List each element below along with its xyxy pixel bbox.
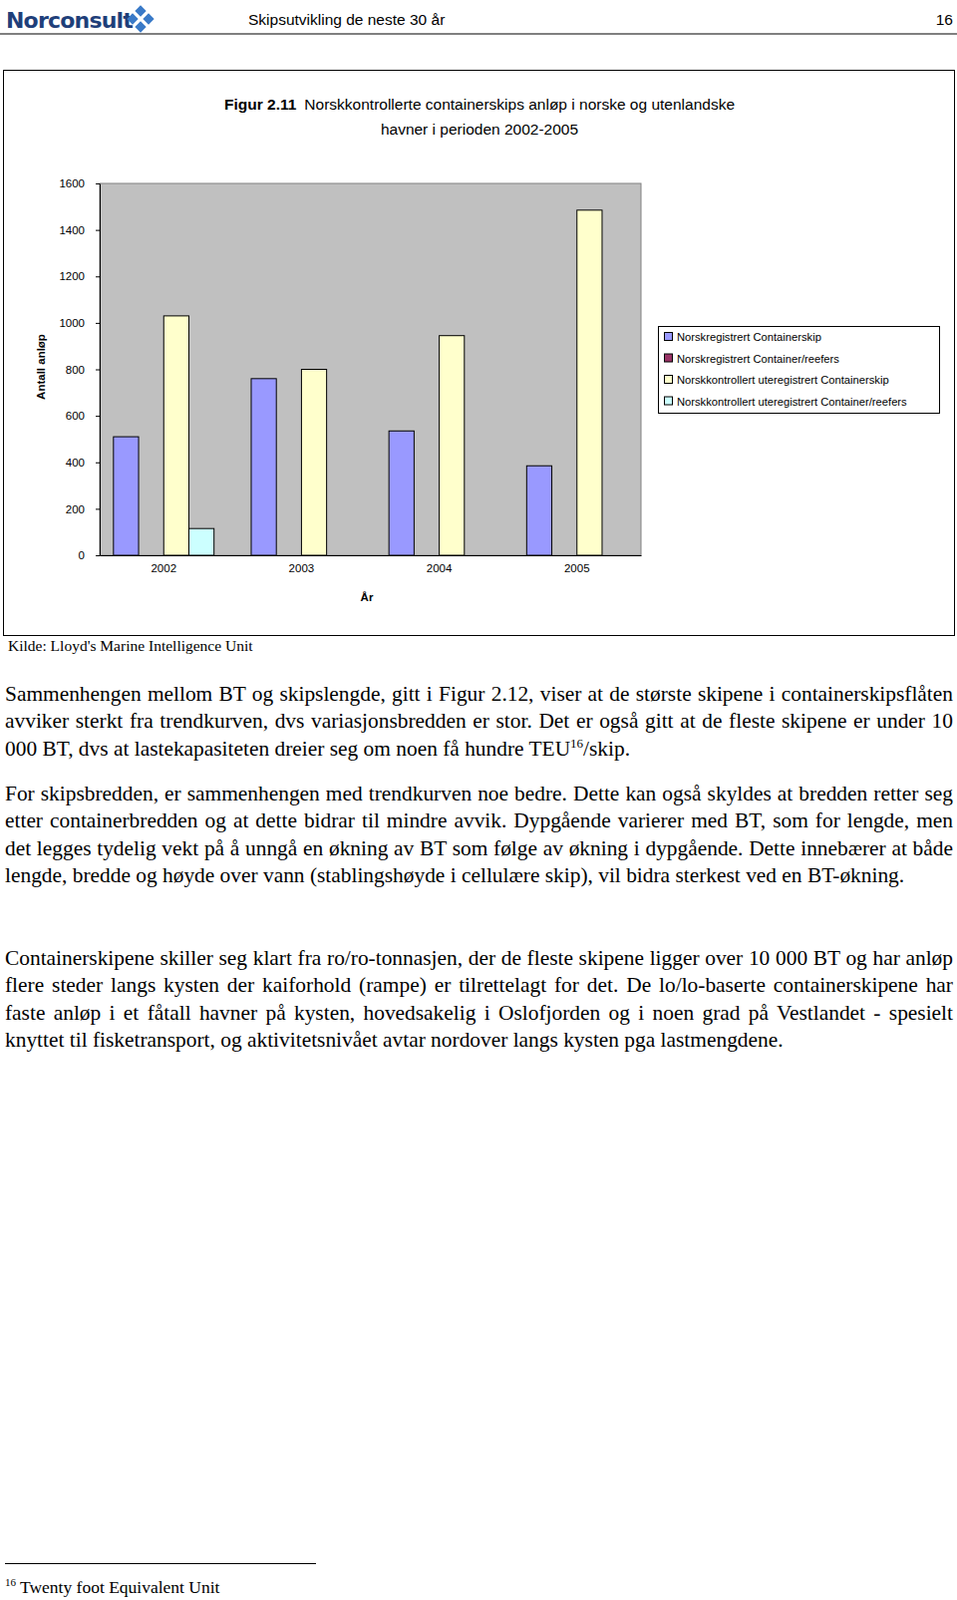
- footnote-ref: 16: [570, 734, 584, 750]
- bar: [388, 430, 414, 556]
- bar: [577, 210, 603, 556]
- logo-diamond: [142, 12, 154, 24]
- y-tick-mark: [95, 369, 100, 371]
- y-tick-mark: [95, 555, 100, 557]
- y-tick-mark: [95, 183, 100, 185]
- paragraph: Containerskipene skiller seg klart fra r…: [4, 945, 954, 1054]
- x-tick-label: 2004: [426, 562, 453, 575]
- bar: [439, 335, 465, 556]
- y-tick-mark: [95, 276, 100, 278]
- bar: [113, 436, 139, 556]
- y-tick-mark: [95, 415, 100, 417]
- y-tick-mark: [95, 462, 100, 464]
- figure-label: Figur 2.11: [224, 95, 298, 113]
- legend-label: Norskregistrert Containerskip: [676, 330, 822, 343]
- y-tick-label: 400: [65, 456, 85, 469]
- y-tick: 200: [65, 503, 100, 516]
- chart-title: Figur 2.11 Norskkontrollerte containerski…: [224, 95, 735, 113]
- paragraph-text: For skipsbredden, er sammenhengen med tr…: [4, 781, 954, 888]
- paragraph: For skipsbredden, er sammenhengen med tr…: [4, 780, 954, 890]
- y-tick-label: 0: [78, 549, 85, 562]
- logo-diamond: [126, 12, 138, 24]
- paragraph-text: Containerskipene skiller seg klart fra r…: [4, 946, 954, 1052]
- y-tick: 600: [65, 409, 100, 422]
- x-tick-label: 2002: [150, 562, 177, 575]
- y-tick: 1600: [58, 177, 100, 190]
- y-tick: 800: [65, 363, 100, 376]
- legend-swatch: [664, 353, 673, 362]
- bar: [188, 528, 214, 556]
- bar: [251, 378, 277, 556]
- y-tick-mark: [95, 230, 100, 232]
- x-tick-label: 2003: [289, 562, 316, 575]
- y-tick-label: 1600: [58, 177, 85, 190]
- logo: Norconsult: [5, 7, 134, 33]
- header-title: Skipsutvikling de neste 30 år: [248, 10, 445, 28]
- y-tick-label: 600: [65, 409, 85, 422]
- logo-diamond: [134, 4, 146, 16]
- legend: Norskregistrert Containerskip Norskregist…: [658, 326, 941, 414]
- x-tick: 2003: [289, 555, 316, 575]
- bar: [163, 316, 189, 556]
- paragraph-text: Sammenhengen mellom BT og skipslengde, g…: [4, 681, 954, 761]
- y-axis-title: Antall anløp: [34, 333, 47, 400]
- y-tick-mark: [95, 322, 100, 324]
- y-tick: 1200: [58, 270, 100, 283]
- footnote-rule: [4, 1563, 317, 1565]
- y-tick: 0: [78, 549, 100, 562]
- legend-box: [658, 326, 941, 414]
- x-tick-label: 2005: [564, 562, 591, 575]
- paragraph-text: /skip.: [583, 736, 631, 761]
- legend-swatch: [664, 332, 673, 341]
- x-tick: 2004: [426, 555, 453, 575]
- header-rule: [0, 33, 957, 35]
- plot-area: [99, 183, 641, 556]
- legend-label: Norskregistrert Container/reefers: [676, 352, 840, 365]
- x-tick: 2005: [564, 555, 591, 575]
- y-tick-label: 1400: [58, 224, 85, 237]
- logo-icon: [126, 4, 154, 32]
- x-axis-line: [100, 555, 642, 557]
- chart-title-line: Norskkontrollerte containerskips anløp i…: [304, 95, 735, 113]
- bar: [526, 465, 552, 556]
- y-tick: 1400: [58, 224, 100, 237]
- y-tick-label: 800: [65, 363, 85, 376]
- footnote: 16Twenty foot Equivalent Unit: [4, 1576, 221, 1597]
- x-axis-title: År: [360, 591, 374, 604]
- y-tick-label: 1000: [58, 317, 85, 329]
- page-number: 16: [936, 10, 954, 28]
- y-tick-label: 1200: [58, 270, 85, 283]
- paragraph: Sammenhengen mellom BT og skipslengde, g…: [4, 680, 954, 763]
- y-tick-mark: [95, 508, 100, 510]
- footnote-mark: 16: [4, 1576, 17, 1589]
- bars: [113, 210, 603, 556]
- y-tick-label: 200: [65, 503, 85, 516]
- legend-swatch: [664, 396, 673, 405]
- footnote-text: Twenty foot Equivalent Unit: [19, 1577, 221, 1597]
- legend-label: Norskkontrollert uteregistrert Container…: [676, 373, 890, 386]
- y-axis: 0 200 400 600 800 1000 1200 1400 1600: [58, 177, 100, 562]
- y-tick: 400: [65, 456, 100, 469]
- header: Norconsult Skipsutvikling de neste 30 år 1…: [0, 4, 957, 34]
- legend-swatch: [664, 375, 673, 384]
- source: Kilde: Lloyd's Marine Intelligence Unit: [7, 637, 254, 654]
- y-axis-line: [99, 184, 101, 557]
- y-tick: 1000: [58, 317, 100, 329]
- legend-label: Norskkontrollert uteregistrert Container…: [676, 395, 908, 408]
- logo-diamond: [134, 20, 146, 32]
- x-tick: 2002: [150, 555, 177, 575]
- figure-frame: [3, 70, 956, 637]
- bar: [301, 369, 326, 557]
- chart-title-line: havner i perioden 2002-2005: [380, 120, 579, 138]
- x-axis: 2002 2003 2004 2005: [100, 555, 642, 575]
